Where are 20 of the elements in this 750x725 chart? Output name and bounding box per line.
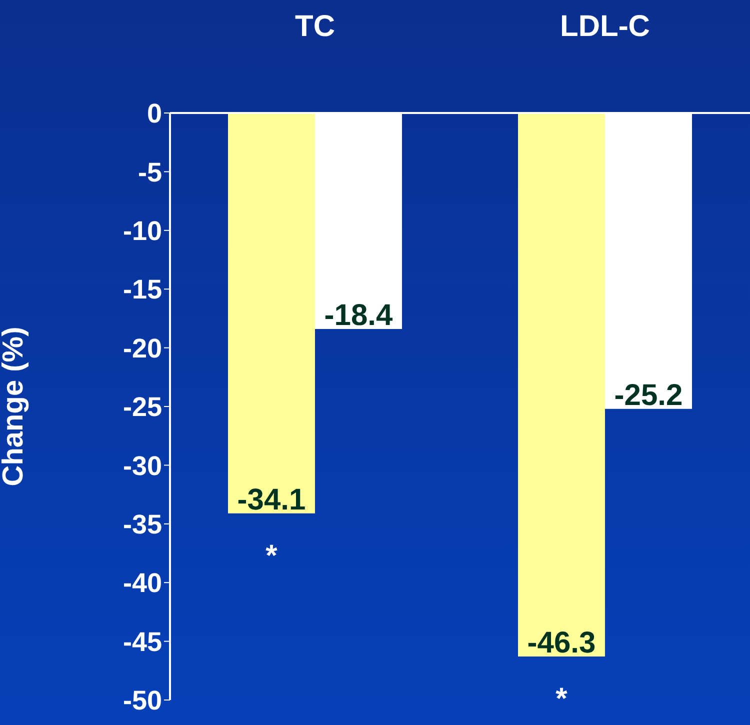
y-tick-label: -40: [122, 568, 162, 598]
annotation: *: [556, 682, 568, 716]
data-label: -46.3: [527, 626, 596, 660]
y-tick-label: -25: [122, 392, 162, 422]
y-tick-label: -50: [122, 686, 162, 716]
y-tick-label: -15: [122, 274, 162, 305]
annotation: *: [266, 539, 278, 572]
y-tick-label: -20: [122, 333, 162, 364]
data-label: -34.1: [237, 483, 306, 516]
y-tick-label: -10: [122, 216, 162, 246]
x-tick-label: TC: [295, 10, 335, 43]
y-tick-label: -5: [138, 157, 162, 188]
data-label: -25.2: [614, 378, 683, 412]
data-label: -18.4: [324, 299, 393, 332]
y-tick-label: -45: [122, 626, 162, 657]
y-tick-label: -30: [122, 450, 162, 481]
y-axis-title: Change (%): [0, 326, 30, 486]
x-tick-label: LDL-C: [560, 10, 650, 43]
y-tick-label: 0: [146, 98, 162, 129]
y-tick-label: -35: [122, 509, 162, 540]
